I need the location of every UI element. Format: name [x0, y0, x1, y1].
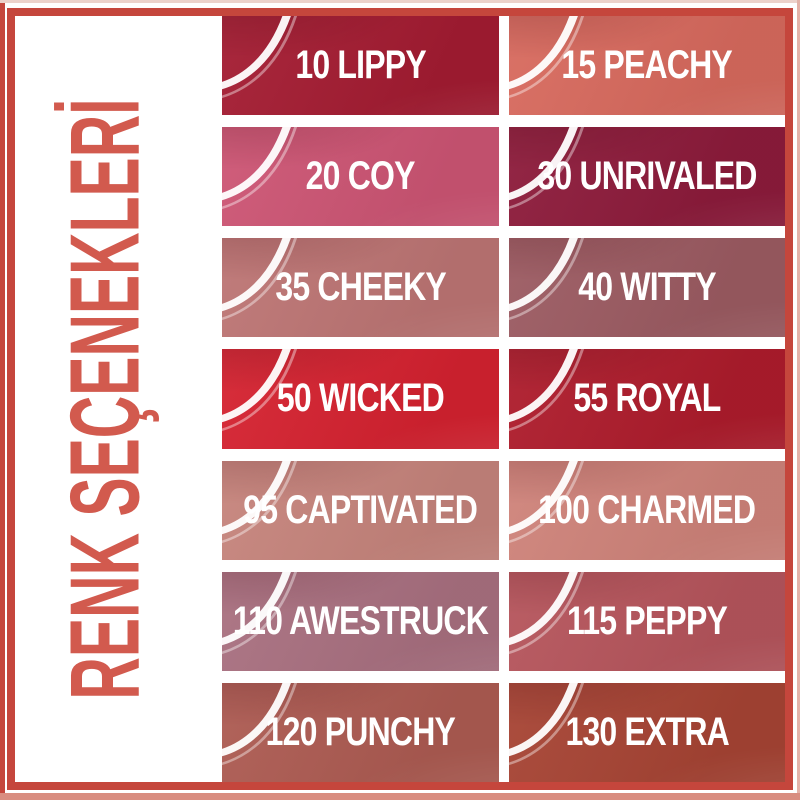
shade-label: 100 CHARMED [538, 487, 756, 532]
frame-edge-right [797, 0, 800, 800]
shade-swatch-130-extra: 130 EXTRA [508, 682, 785, 782]
frame-edge-left [0, 0, 5, 800]
shade-label: 120 PUNCHY [265, 709, 456, 754]
page-title: RENK SEÇENEKLERİ [49, 98, 159, 700]
shade-swatch-10-lippy: 10 LIPPY [222, 16, 499, 116]
shade-swatch-35-cheeky: 35 CHEEKY [222, 238, 499, 338]
shade-label: 115 PEPPY [566, 598, 728, 643]
shade-label: 30 UNRIVALED [537, 154, 757, 199]
shade-label: 110 AWESTRUCK [232, 598, 489, 643]
shade-label: 95 CAPTIVATED [243, 487, 478, 532]
shade-label: 40 WITTY [577, 265, 716, 310]
content-area: RENK SEÇENEKLERİ 10 LIPPY 15 PEACHY 20 C [15, 16, 785, 782]
frame-edge-bottom [0, 793, 800, 800]
shade-swatch-20-coy: 20 COY [222, 127, 499, 227]
shade-swatch-15-peachy: 15 PEACHY [508, 16, 785, 116]
shade-swatch-115-peppy: 115 PEPPY [508, 571, 785, 671]
shade-swatch-grid: 10 LIPPY 15 PEACHY 20 COY 30 UNRIVALED [222, 16, 785, 782]
shade-label: 35 CHEEKY [274, 265, 446, 310]
shade-label: 10 LIPPY [294, 43, 426, 88]
shade-label: 55 ROYAL [573, 376, 721, 421]
shade-label: 50 WICKED [276, 376, 445, 421]
title-sidebar: RENK SEÇENEKLERİ [15, 16, 222, 782]
shade-label: 130 EXTRA [564, 709, 729, 754]
shade-swatch-120-punchy: 120 PUNCHY [222, 682, 499, 782]
frame-edge-top [0, 0, 800, 3]
shade-swatch-110-awestruck: 110 AWESTRUCK [222, 571, 499, 671]
shade-swatch-30-unrivaled: 30 UNRIVALED [508, 127, 785, 227]
shade-label: 15 PEACHY [561, 43, 733, 88]
shade-label: 20 COY [305, 154, 416, 199]
shade-swatch-55-royal: 55 ROYAL [508, 349, 785, 449]
shade-swatch-100-charmed: 100 CHARMED [508, 460, 785, 560]
shade-swatch-95-captivated: 95 CAPTIVATED [222, 460, 499, 560]
shade-swatch-50-wicked: 50 WICKED [222, 349, 499, 449]
shade-swatch-40-witty: 40 WITTY [508, 238, 785, 338]
